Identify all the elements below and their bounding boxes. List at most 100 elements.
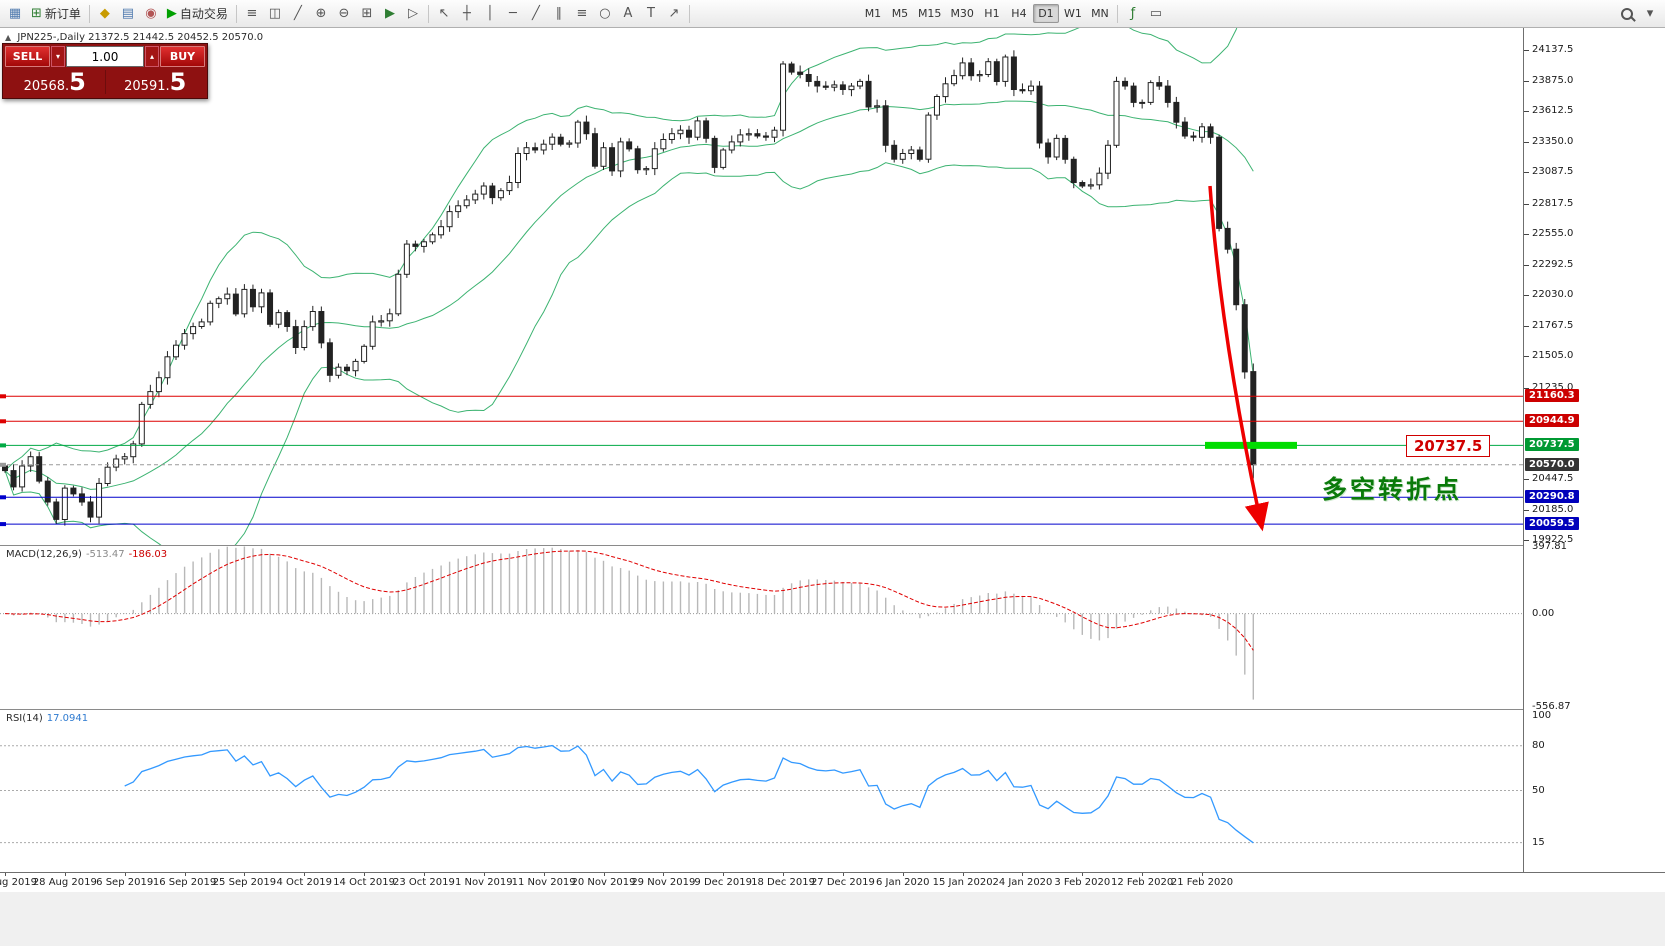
date-label: 15 Jan 2020	[932, 877, 993, 888]
zoom-dropdown-caret-icon[interactable]: ▾	[1639, 3, 1661, 25]
macd-chart[interactable]	[0, 545, 1523, 709]
toolbar-separator	[88, 4, 90, 23]
vertical-line-icon[interactable]: │	[479, 3, 501, 25]
indicators-icon[interactable]: ƒ	[1122, 3, 1144, 25]
timeframe-button-MN[interactable]: MN	[1087, 4, 1113, 23]
price-badge: 20737.5	[1525, 438, 1579, 452]
buy-button[interactable]: BUY	[160, 46, 205, 67]
price-tick-label: 22817.5	[1532, 197, 1574, 209]
candlestick-chart[interactable]	[0, 0, 1523, 570]
timeframe-button-M30[interactable]: M30	[946, 4, 978, 23]
autotrading-button[interactable]: ▶ 自动交易	[163, 3, 232, 25]
tile-windows-icon[interactable]: ⊞	[356, 3, 378, 25]
volume-down-button[interactable]: ▾	[51, 46, 65, 67]
horizontal-line-icon[interactable]: ─	[502, 3, 524, 25]
sell-price: 20568.5	[23, 68, 86, 96]
auto-scroll-icon[interactable]: ▶	[379, 3, 401, 25]
shapes-icon[interactable]: ○	[594, 3, 616, 25]
crosshair-icon[interactable]: ┼	[456, 3, 478, 25]
collapse-panel-icon[interactable]: ▲	[5, 33, 12, 42]
fibonacci-icon[interactable]: ≡	[571, 3, 593, 25]
label-icon[interactable]: T	[640, 3, 662, 25]
scale-tick-mark	[1524, 234, 1529, 235]
price-badge: 20059.5	[1525, 517, 1579, 531]
line-chart-icon[interactable]: ╱	[287, 3, 309, 25]
date-label: 19 Aug 2019	[0, 877, 38, 888]
price-badge: 21160.3	[1525, 389, 1579, 403]
trendline-icon[interactable]: ╱	[525, 3, 547, 25]
timeframe-button-M15[interactable]: M15	[914, 4, 946, 23]
main-chart-canvas[interactable]	[0, 0, 1523, 570]
date-tick-mark	[1202, 873, 1203, 876]
search-icon[interactable]	[1616, 3, 1638, 25]
price-tick-label: 100	[1532, 710, 1552, 721]
timeframe-button-M5[interactable]: M5	[887, 4, 913, 23]
arrows-icon[interactable]: ↗	[663, 3, 685, 25]
bar-chart-icon[interactable]: ≡	[241, 3, 263, 25]
scale-tick-mark	[1524, 81, 1529, 82]
objects-list-icon[interactable]: ▭	[1145, 3, 1167, 25]
text-icon[interactable]: A	[617, 3, 639, 25]
cursor-icon[interactable]: ↖	[433, 3, 455, 25]
rsi-panel-canvas[interactable]	[0, 709, 1523, 872]
date-label: 6 Jan 2020	[875, 877, 930, 888]
date-tick-mark	[1142, 873, 1144, 876]
candlestick-icon[interactable]: ◫	[264, 3, 286, 25]
alerts-icon[interactable]: ◉	[140, 3, 162, 25]
chart-window-icon[interactable]: ▦	[4, 3, 26, 25]
sell-button[interactable]: SELL	[5, 46, 50, 67]
price-tick-label: 23350.0	[1532, 135, 1574, 147]
channel-icon[interactable]: ∥	[548, 3, 570, 25]
scale-tick-mark	[1524, 388, 1529, 389]
price-label-object[interactable]: 20737.5	[1406, 435, 1491, 457]
scale-tick-mark	[1524, 356, 1529, 357]
price-tick-label: 21767.5	[1532, 319, 1574, 331]
volume-up-button[interactable]: ▴	[145, 46, 159, 67]
rsi-chart[interactable]	[0, 709, 1523, 872]
macd-indicator-label: MACD(12,26,9) -513.47 -186.03	[6, 549, 168, 560]
date-tick-mark	[64, 873, 66, 876]
timeframe-button-M1[interactable]: M1	[860, 4, 886, 23]
callout-text-object[interactable]: 多空转折点	[1322, 475, 1463, 504]
data-window-icon[interactable]: ▤	[117, 3, 139, 25]
timeframe-button-D1[interactable]: D1	[1032, 4, 1059, 23]
timeframe-button-H1[interactable]: H1	[979, 4, 1005, 23]
date-label: 1 Nov 2019	[454, 877, 513, 888]
zoom-out-icon[interactable]: ⊖	[333, 3, 355, 25]
price-tick-label: 22030.0	[1532, 289, 1574, 301]
volume-input[interactable]	[66, 46, 144, 67]
date-label: 18 Dec 2019	[751, 877, 815, 888]
new-order-icon: ⊞	[31, 6, 42, 21]
scale-tick-mark	[1524, 265, 1529, 266]
buy-price: 20591.5	[104, 70, 206, 94]
toolbar: ▦ ⊞ 新订单 ◆ ▤ ◉ ▶ 自动交易 ≡ ◫ ╱ ⊕ ⊖ ⊞ ▶ ▷ ↖ ┼ │ ─ ╱ ∥ ≡ ○ A T ↗ M1 M5 M15 M…	[0, 0, 1665, 28]
macd-panel-canvas[interactable]	[0, 545, 1523, 709]
timeframe-button-H4[interactable]: H4	[1006, 4, 1032, 23]
market-watch-icon[interactable]: ◆	[94, 3, 116, 25]
timeframe-button-W1[interactable]: W1	[1060, 4, 1086, 23]
date-label: 29 Nov 2019	[631, 877, 696, 888]
scale-tick-mark	[1524, 540, 1529, 541]
date-label: 3 Feb 2020	[1054, 877, 1111, 888]
date-label: 27 Dec 2019	[810, 877, 875, 888]
price-tick-label: 397.81	[1532, 541, 1567, 553]
new-order-button[interactable]: ⊞ 新订单	[27, 3, 85, 25]
date-label: 6 Sep 2019	[96, 877, 154, 888]
one-click-trading-panel: SELL ▾ ▴ BUY 20568.5 20591.5	[2, 43, 208, 99]
autotrading-icon: ▶	[166, 6, 177, 21]
date-tick-mark	[124, 873, 126, 876]
scale-tick-mark	[1524, 50, 1529, 51]
price-tick-label: 22292.5	[1532, 258, 1574, 270]
date-label: 23 Oct 2019	[393, 877, 455, 888]
rsi-panel-separator[interactable]	[0, 709, 1665, 710]
chart-shift-icon[interactable]: ▷	[402, 3, 424, 25]
date-label: 21 Feb 2020	[1170, 877, 1234, 888]
date-tick-mark	[364, 873, 366, 876]
zoom-in-icon[interactable]: ⊕	[310, 3, 332, 25]
scale-tick-mark	[1524, 172, 1529, 173]
macd-panel-separator[interactable]	[0, 545, 1665, 546]
price-badge: 20290.8	[1525, 490, 1579, 504]
price-scale[interactable]: 24137.5 23875.0 23612.5 23350.0 23087.5 22817…	[1523, 28, 1665, 872]
scale-tick-mark	[1524, 204, 1529, 205]
